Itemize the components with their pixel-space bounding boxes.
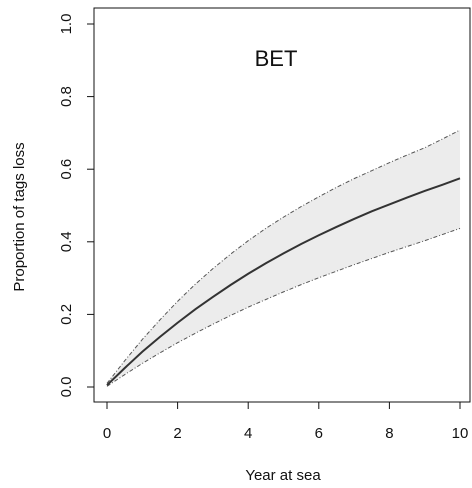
y-axis: 0.0 0.2 0.4 0.6 0.8 1.0 [58, 14, 95, 398]
confidence-band-layer [107, 129, 460, 387]
y-tick-label: 0.4 [58, 231, 75, 252]
y-axis-title: Proportion of tags loss [11, 142, 28, 291]
y-tick-label: 0.2 [58, 304, 75, 325]
x-tick-label: 2 [173, 425, 181, 442]
x-axis: 0 2 4 6 8 10 [103, 401, 469, 442]
y-tick-label: 0.0 [58, 377, 75, 398]
y-tick-label: 0.8 [58, 86, 75, 107]
x-tick-label: 6 [315, 425, 323, 442]
x-tick-label: 4 [244, 425, 252, 442]
confidence-band [107, 129, 460, 387]
x-tick-label: 8 [385, 425, 393, 442]
y-tick-label: 1.0 [58, 14, 75, 35]
estimate-line [106, 177, 461, 386]
series-lines-layer [106, 129, 461, 387]
x-axis-title: Year at sea [245, 467, 321, 484]
y-tick-label: 0.6 [58, 159, 75, 180]
upper-bound-line [106, 129, 461, 384]
lower-bound-line [106, 227, 461, 387]
x-tick-label: 10 [452, 425, 469, 442]
x-tick-label: 0 [103, 425, 111, 442]
chart-title: BET [255, 46, 298, 71]
